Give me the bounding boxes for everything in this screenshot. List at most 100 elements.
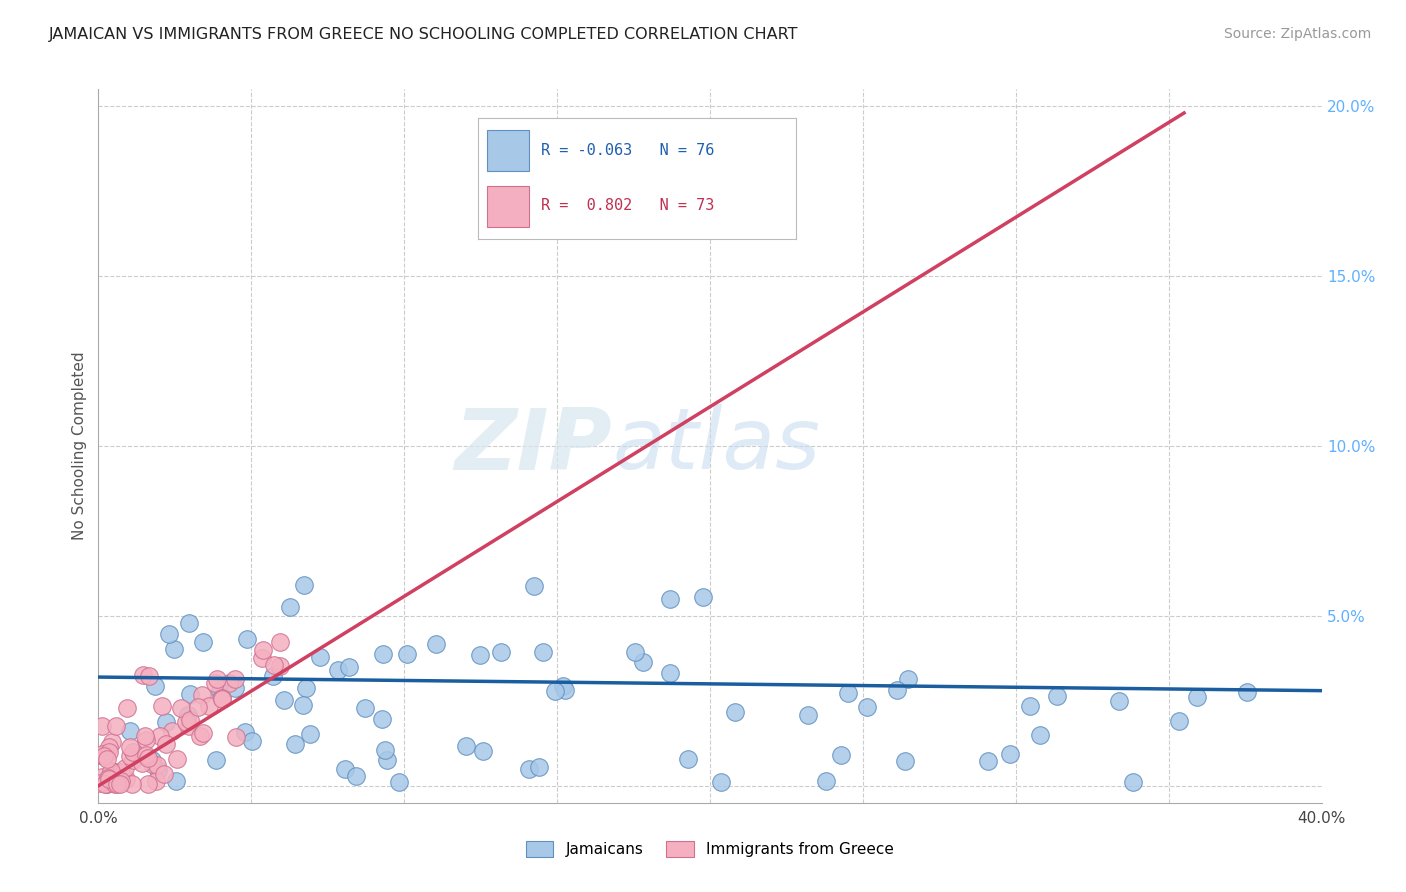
Point xyxy=(204,676,226,690)
Point xyxy=(291,698,314,712)
Point xyxy=(294,681,316,695)
Point xyxy=(886,683,908,698)
Point xyxy=(149,729,172,743)
Point xyxy=(856,700,879,714)
Point xyxy=(292,577,315,591)
Point xyxy=(676,752,699,766)
Point xyxy=(517,762,540,776)
Point xyxy=(96,777,118,791)
Point xyxy=(692,590,714,604)
Point xyxy=(491,645,513,659)
Point xyxy=(135,747,157,762)
Point xyxy=(155,737,177,751)
Point xyxy=(98,772,121,786)
Point xyxy=(371,647,394,661)
Point xyxy=(179,713,201,727)
Point xyxy=(118,724,141,739)
Point xyxy=(456,739,478,754)
Text: atlas: atlas xyxy=(612,404,820,488)
Point xyxy=(98,739,121,754)
Point xyxy=(346,769,368,783)
Point xyxy=(176,708,198,723)
Point xyxy=(93,748,115,763)
Y-axis label: No Schooling Completed: No Schooling Completed xyxy=(72,351,87,541)
Point xyxy=(551,679,574,693)
Point xyxy=(104,772,127,786)
Point xyxy=(97,745,120,759)
Point xyxy=(977,754,1000,768)
Point xyxy=(122,753,145,767)
Point xyxy=(105,719,128,733)
Point xyxy=(308,650,330,665)
Point xyxy=(1185,690,1208,704)
Legend: Jamaicans, Immigrants from Greece: Jamaicans, Immigrants from Greece xyxy=(520,835,900,863)
Point xyxy=(191,726,214,740)
Point xyxy=(269,658,291,673)
Point xyxy=(252,651,274,665)
Point xyxy=(104,777,127,791)
Point xyxy=(1046,690,1069,704)
Point xyxy=(814,773,837,788)
Point xyxy=(187,700,209,714)
Point xyxy=(830,747,852,762)
Point xyxy=(115,700,138,714)
Point xyxy=(89,747,111,762)
Point xyxy=(91,770,114,784)
Point xyxy=(146,757,169,772)
Point xyxy=(425,636,447,650)
Point xyxy=(998,747,1021,761)
Point xyxy=(388,775,411,789)
Text: Source: ZipAtlas.com: Source: ZipAtlas.com xyxy=(1223,27,1371,41)
Text: JAMAICAN VS IMMIGRANTS FROM GREECE NO SCHOOLING COMPLETED CORRELATION CHART: JAMAICAN VS IMMIGRANTS FROM GREECE NO SC… xyxy=(49,27,799,42)
Point xyxy=(96,777,118,791)
Point xyxy=(120,739,142,754)
Point xyxy=(165,773,187,788)
Point xyxy=(370,712,392,726)
Point xyxy=(96,752,118,766)
Point xyxy=(658,591,681,606)
Point xyxy=(160,723,183,738)
Point xyxy=(108,777,131,791)
Point xyxy=(177,616,200,631)
Point xyxy=(1168,714,1191,728)
Point xyxy=(205,672,228,686)
Point xyxy=(122,745,145,759)
Point xyxy=(224,672,246,686)
Point xyxy=(143,679,166,693)
Point xyxy=(110,765,132,780)
Point xyxy=(527,760,550,774)
Point xyxy=(169,701,191,715)
Point xyxy=(166,752,188,766)
Point xyxy=(101,734,124,748)
Point xyxy=(337,660,360,674)
Point xyxy=(1236,685,1258,699)
Point xyxy=(224,681,246,696)
Point xyxy=(278,600,301,615)
Point xyxy=(554,682,576,697)
Point xyxy=(155,714,177,729)
Point xyxy=(141,752,163,766)
Point xyxy=(191,689,214,703)
Point xyxy=(1028,728,1050,742)
Point xyxy=(134,729,156,743)
Point xyxy=(105,768,128,782)
Point xyxy=(157,627,180,641)
Point xyxy=(269,635,291,649)
Point xyxy=(252,643,274,657)
Point xyxy=(233,724,256,739)
Point xyxy=(240,734,263,748)
Point xyxy=(374,743,396,757)
Point xyxy=(131,667,153,681)
Point xyxy=(141,757,163,772)
Point xyxy=(298,726,321,740)
Point xyxy=(1019,698,1042,713)
Text: R =  0.802   N = 73: R = 0.802 N = 73 xyxy=(541,198,714,212)
Point xyxy=(328,663,350,677)
Point xyxy=(104,765,127,780)
Point xyxy=(197,699,219,714)
Point xyxy=(177,718,200,732)
Point xyxy=(134,732,156,747)
Point xyxy=(333,762,356,776)
Point xyxy=(837,685,859,699)
Point xyxy=(273,693,295,707)
